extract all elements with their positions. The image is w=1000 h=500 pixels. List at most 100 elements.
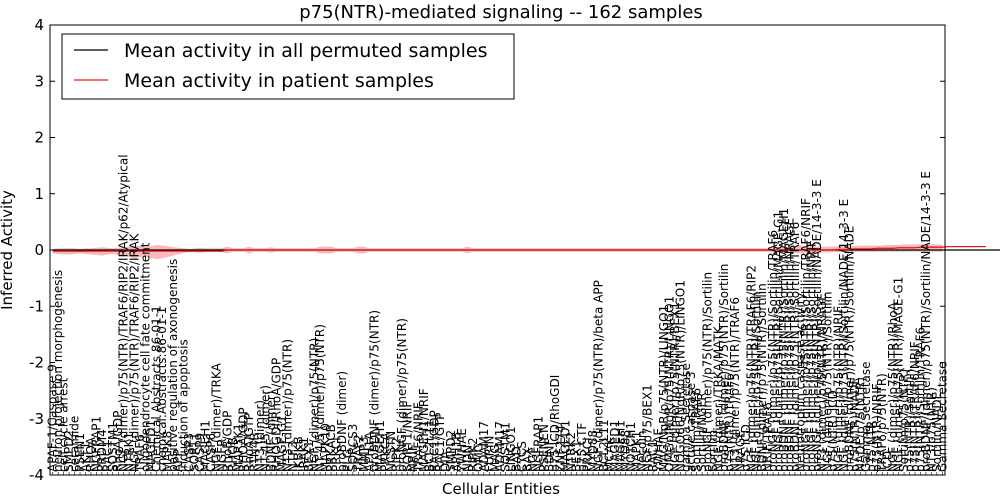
x-tick-label: MAGEH1 xyxy=(613,420,627,472)
x-tick-label: APH1A xyxy=(362,431,376,472)
x-tick-label: MAGED1 xyxy=(559,420,573,472)
x-tick-label: MAGED1 xyxy=(144,420,158,472)
x-tick-label: p75(NTR)/NRIF xyxy=(870,383,884,472)
x-tick-label: PRKCA xyxy=(379,432,393,472)
x-tick-label: p75(NTR)/TRAF6 xyxy=(722,373,736,472)
x-tick-label: OMGp/NgR/p75(NTR)/LINGO1 xyxy=(662,296,676,472)
x-tick-label: NGF (dimer)/p75(NTR)/Sortilin/NADE/14-3-… xyxy=(837,199,851,472)
x-tick-label: NGFRAP1 xyxy=(531,416,545,472)
x-tick-label: NT3/p75(NTR) xyxy=(924,387,938,472)
x-tick-label: RAC1/GTP xyxy=(433,413,447,472)
x-tick-label: NGF (dimer)/p75(NTR)/Sortilin xyxy=(821,292,835,473)
x-tick-label: NRIF/TRAF6 xyxy=(761,402,775,472)
x-tick-label: RIPK2 xyxy=(390,437,404,472)
x-tick-label: NGF (dimer)/p75(NTR)/beta APP xyxy=(592,280,606,472)
x-tick-label: proBDNF (dimer)/p75(NTR)/Sortilin/NADE xyxy=(843,226,857,472)
y-axis-label: Inferred Activity xyxy=(0,190,16,310)
x-tick-label: p75 NTR xyxy=(864,421,878,472)
y-tick-label: 4 xyxy=(34,16,44,34)
axes-frame xyxy=(49,24,946,476)
x-tick-label: BAD xyxy=(510,446,524,472)
y-tick-label: -1 xyxy=(29,297,44,315)
x-tick-label: NRIF xyxy=(406,444,420,472)
y-tick-label: -3 xyxy=(29,410,44,428)
legend-box xyxy=(61,33,515,100)
x-tick-label: proBDNF (dimer)/p75(NTR)/Sortilin/NRAGE xyxy=(783,218,797,472)
x-tick-label: RHOA xyxy=(84,436,98,472)
x-tick-label: SMPD2 xyxy=(62,430,76,472)
x-tick-label: MAG/NgR/p75(NTR)/LINGO1 xyxy=(657,305,671,472)
y-tick-label: -4 xyxy=(29,466,44,484)
x-tick-label: neuron projection morphogenesis xyxy=(51,270,65,472)
x-tick-label: NT3 (dimer)/p75(NTR)/NRAGE xyxy=(815,293,829,472)
x-tick-label: NCSTN xyxy=(384,431,398,472)
x-tick-label: p75 ICD xyxy=(739,424,753,472)
x-tick-label: MAG xyxy=(488,444,502,472)
x-tick-label: RhoB/GDP xyxy=(220,411,234,472)
x-tick-label: NRAGE xyxy=(733,430,747,472)
x-tick-label: induction of apoptosis xyxy=(177,339,191,472)
x-tick-label: BDNF xyxy=(542,439,556,472)
y-tick-label: 3 xyxy=(34,72,44,90)
x-tick-label: proNGF (dimer)/p75(NTR)/Sortilin/TRAF6/N… xyxy=(799,198,813,472)
x-tick-label: NGF (dimer)/p75(NTR)/MAGE-G1 xyxy=(892,277,906,472)
x-tick-label: MAPK10 xyxy=(319,423,333,472)
x-tick-label: PSENEN xyxy=(537,424,551,472)
x-tick-label: proNGF (dimer)/p75(NTR) xyxy=(395,318,409,472)
y-axis: -4 -3 -2 -1 0 1 2 3 4 xyxy=(29,16,945,484)
x-tick-label: NGFR xyxy=(215,438,229,472)
x-tick-label: APAF-1/Caspase 9 xyxy=(46,364,60,472)
x-tick-label: BDNF (dimer)/p75(NTR)/Sortilin xyxy=(755,283,769,472)
x-tick-label: MCAK xyxy=(602,436,616,472)
x-tick-label: MAGE-G1 xyxy=(275,415,289,472)
series-patient-line xyxy=(52,245,986,252)
plot-area xyxy=(49,24,1000,476)
x-tick-label: proNGF (dimer)/p75(NTR)/Sortilin/TRAF6 xyxy=(766,230,780,472)
x-tick-label: NGF (dimer)/p75(NTR)/TRAF6/RIP2/IRAK/p62… xyxy=(117,154,131,472)
x-tick-label: NTRK2 xyxy=(564,432,578,472)
x-tick-label: OMG xyxy=(471,443,485,472)
x-tick-label: ADAM17 xyxy=(493,421,507,472)
x-tick-label: positive regulation of axonogenesis xyxy=(166,259,180,472)
x-tick-label: MYD88 xyxy=(619,430,633,472)
x-tick-label: SORCS3 xyxy=(346,424,360,472)
x-tick-label: Sortilin/TRAF6 xyxy=(690,388,704,472)
x-tick-label: CASP9 xyxy=(193,433,207,472)
x-tick-label: p75(NTR)/NADE xyxy=(848,377,862,472)
x-tick-label: BAX xyxy=(521,447,535,472)
x-tick-label: NGF (dimer)/TRKA/MATK xyxy=(712,325,726,472)
x-tick-label: ZNF274 xyxy=(553,425,567,472)
x-tick-label: TRAF6 xyxy=(133,434,147,473)
x-tick-label: MAGEH1 xyxy=(199,420,213,472)
x-tick-label: BEX1 xyxy=(570,440,584,472)
x-tick-label: RHOGDI/RhoA/GDP xyxy=(270,358,284,472)
x-tick-label: PRKCI xyxy=(330,437,344,472)
x-tick-label: NT-4/5 (dimer)/p75(NTR) xyxy=(313,324,327,472)
x-tick-label: Sortilin/p75(NTR) xyxy=(897,369,911,472)
y-tick-label: -2 xyxy=(29,354,44,372)
x-tick-label: proNGF (dimer)/p75(NTR)/Sortilin xyxy=(701,272,715,472)
chart-title: p75(NTR)-mediated signaling -- 162 sampl… xyxy=(299,2,703,23)
legend-label-permuted: Mean activity in all permuted samples xyxy=(124,40,487,62)
x-tick-label: SQSTM1 xyxy=(106,422,120,472)
x-tick-label: Neurotrophin caspase activity xyxy=(793,292,807,472)
x-tick-label: proNGF (dimer)/p75(NTR)/Sortilin/MAGE-G1 xyxy=(772,211,786,472)
x-tick-label: RhoA/GDP xyxy=(111,411,125,472)
x-tick-label: proBDNF (dimer)/p75(NTR)/Sortilin/MAGEH1 xyxy=(777,208,791,472)
x-tick-label: MAPK1 xyxy=(630,431,644,472)
x-tick-label: PSEN1 xyxy=(73,433,87,472)
x-tick-label: p75 CTF xyxy=(575,423,589,472)
x-tick-label: RHOA/GDP xyxy=(237,407,251,472)
x-tick-label: LINGO1 xyxy=(504,426,518,472)
x-tick-label: p75(NTR) ICD xyxy=(826,390,840,472)
x-tick-label: NTRK1 xyxy=(122,432,136,472)
x-tick-label: NGF (dimer)/p75(NTR)/BEX1 xyxy=(668,302,682,472)
x-tick-label: DIA xyxy=(439,450,453,472)
x-tick-label: NOTCH1 xyxy=(624,422,638,472)
legend: Mean activity in all permuted samples Me… xyxy=(61,33,515,100)
x-tick-label: NDN xyxy=(461,445,475,472)
x-tick-label: gamma Secretase xyxy=(679,363,693,472)
y-tick-label: 1 xyxy=(34,185,44,203)
x-tick-label: TRAF6/p75(NTR) xyxy=(875,373,889,473)
x-tick-label: NGF (dimer)/p75(NTR)/RhoA xyxy=(886,301,900,472)
